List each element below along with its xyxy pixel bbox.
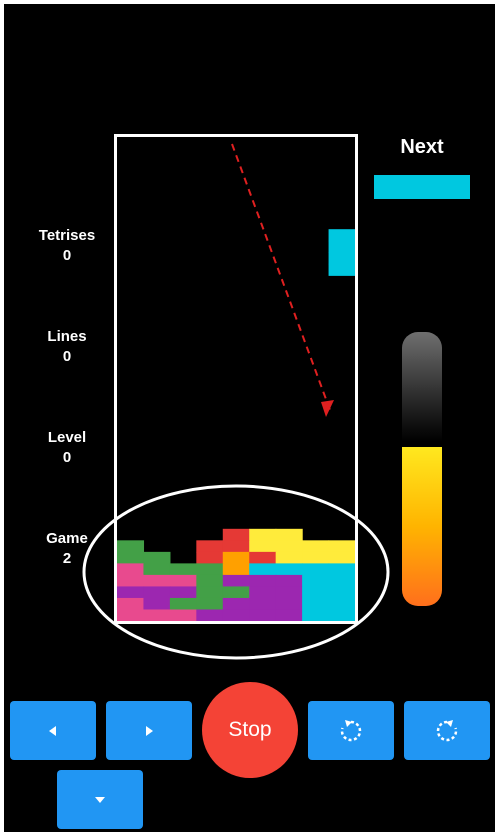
board-cell bbox=[328, 574, 355, 588]
board-cell bbox=[328, 263, 355, 276]
board-cell bbox=[169, 563, 197, 576]
move-left-button[interactable] bbox=[10, 701, 96, 760]
stat-level-value: 0 bbox=[62, 449, 72, 466]
drop-down-button[interactable] bbox=[57, 770, 143, 829]
board-cell bbox=[222, 551, 250, 564]
board-cell bbox=[222, 563, 250, 576]
board-cell bbox=[196, 540, 224, 553]
board-cell bbox=[143, 586, 171, 599]
stat-game: Game 2 bbox=[12, 529, 122, 569]
board-cell bbox=[328, 252, 355, 265]
stat-lines-label: Lines bbox=[47, 328, 87, 345]
next-label: Next bbox=[400, 136, 444, 158]
stat-lines-value: 0 bbox=[62, 348, 72, 365]
board-cell bbox=[169, 597, 197, 611]
speed-meter bbox=[402, 332, 442, 606]
board-cell bbox=[275, 574, 303, 588]
board-cell bbox=[222, 597, 250, 611]
board-cell bbox=[302, 597, 330, 611]
board-cell bbox=[196, 609, 224, 621]
board-cell bbox=[328, 540, 355, 553]
right-arrow-icon bbox=[146, 725, 153, 736]
board-cell bbox=[169, 609, 197, 621]
board-cell bbox=[302, 563, 330, 576]
board-cell bbox=[117, 574, 145, 588]
stat-tetrises-value: 0 bbox=[62, 247, 72, 264]
stat-tetrises: Tetrises 0 bbox=[12, 226, 122, 266]
board-cell bbox=[249, 528, 277, 541]
stat-level-label: Level bbox=[47, 429, 87, 446]
board-cell bbox=[222, 540, 250, 553]
board-cell bbox=[196, 563, 224, 576]
rotate-ccw-icon bbox=[340, 719, 362, 741]
board-cell bbox=[302, 609, 330, 621]
stop-button[interactable]: Stop bbox=[202, 682, 298, 778]
game-board[interactable] bbox=[114, 134, 358, 624]
board-cell bbox=[143, 551, 171, 564]
board-cell bbox=[302, 586, 330, 599]
board-cell bbox=[117, 609, 145, 621]
board-cell bbox=[328, 586, 355, 599]
rotate-cw-icon bbox=[436, 719, 458, 741]
board-cell bbox=[222, 574, 250, 588]
board-cell bbox=[249, 540, 277, 553]
board-cell bbox=[222, 586, 250, 599]
board-cell bbox=[169, 574, 197, 588]
board-cell bbox=[328, 229, 355, 242]
down-arrow-icon bbox=[95, 796, 105, 803]
board-cell bbox=[143, 574, 171, 588]
stat-tetrises-label: Tetrises bbox=[38, 227, 96, 244]
board-cell bbox=[328, 597, 355, 611]
board-cell bbox=[302, 540, 330, 553]
board-cell bbox=[117, 597, 145, 611]
next-piece-preview bbox=[374, 175, 470, 199]
move-right-button[interactable] bbox=[106, 701, 192, 760]
board-cells bbox=[117, 229, 355, 621]
board-cell bbox=[143, 597, 171, 611]
rotate-right-button[interactable] bbox=[404, 701, 490, 760]
board-cell bbox=[196, 597, 224, 611]
stat-lines: Lines 0 bbox=[12, 327, 122, 367]
board-cell bbox=[328, 563, 355, 576]
board-cell bbox=[222, 609, 250, 621]
stat-game-label: Game bbox=[46, 530, 88, 547]
board-cell bbox=[328, 609, 355, 621]
board-cell bbox=[196, 551, 224, 564]
board-cell bbox=[328, 240, 355, 253]
board-cell bbox=[117, 551, 145, 564]
board-cell bbox=[249, 563, 277, 576]
stat-game-value: 2 bbox=[62, 550, 72, 567]
board-cell bbox=[169, 586, 197, 599]
stat-level: Level 0 bbox=[12, 428, 122, 468]
board-cell bbox=[302, 551, 330, 564]
board-cell bbox=[275, 586, 303, 599]
speed-meter-fill bbox=[402, 447, 442, 606]
board-cell bbox=[196, 574, 224, 588]
board-cell bbox=[249, 551, 277, 564]
left-arrow-icon bbox=[49, 725, 56, 736]
board-cell bbox=[249, 597, 277, 611]
board-cell bbox=[302, 574, 330, 588]
rotate-left-button[interactable] bbox=[308, 701, 394, 760]
board-cell bbox=[249, 574, 277, 588]
board-cell bbox=[275, 597, 303, 611]
board-cell bbox=[275, 551, 303, 564]
board-cell bbox=[249, 586, 277, 599]
board-cell bbox=[249, 609, 277, 621]
board-cell bbox=[196, 586, 224, 599]
board-cell bbox=[222, 528, 250, 541]
board-cell bbox=[117, 540, 145, 553]
board-cell bbox=[117, 586, 145, 599]
board-cell bbox=[117, 563, 145, 576]
game-screen: Tetrises 0 Lines 0 Level 0 Game 2 Next S… bbox=[4, 4, 495, 832]
board-cell bbox=[275, 540, 303, 553]
board-cell bbox=[328, 551, 355, 564]
board-cell bbox=[275, 609, 303, 621]
board-cell bbox=[143, 563, 171, 576]
board-cell bbox=[275, 563, 303, 576]
board-cell bbox=[143, 609, 171, 621]
board-cell bbox=[275, 528, 303, 541]
